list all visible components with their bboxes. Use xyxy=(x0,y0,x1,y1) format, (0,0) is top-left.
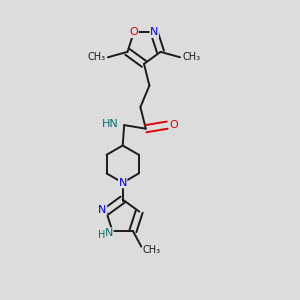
Text: N: N xyxy=(118,178,127,188)
Text: O: O xyxy=(129,27,138,38)
Text: HN: HN xyxy=(102,119,119,129)
Text: CH₃: CH₃ xyxy=(182,52,201,62)
Text: N: N xyxy=(105,228,113,238)
Text: H: H xyxy=(98,230,105,240)
Text: O: O xyxy=(169,120,178,130)
Text: CH₃: CH₃ xyxy=(87,52,106,62)
Text: N: N xyxy=(98,205,107,215)
Text: N: N xyxy=(150,27,158,38)
Text: CH₃: CH₃ xyxy=(143,244,161,255)
